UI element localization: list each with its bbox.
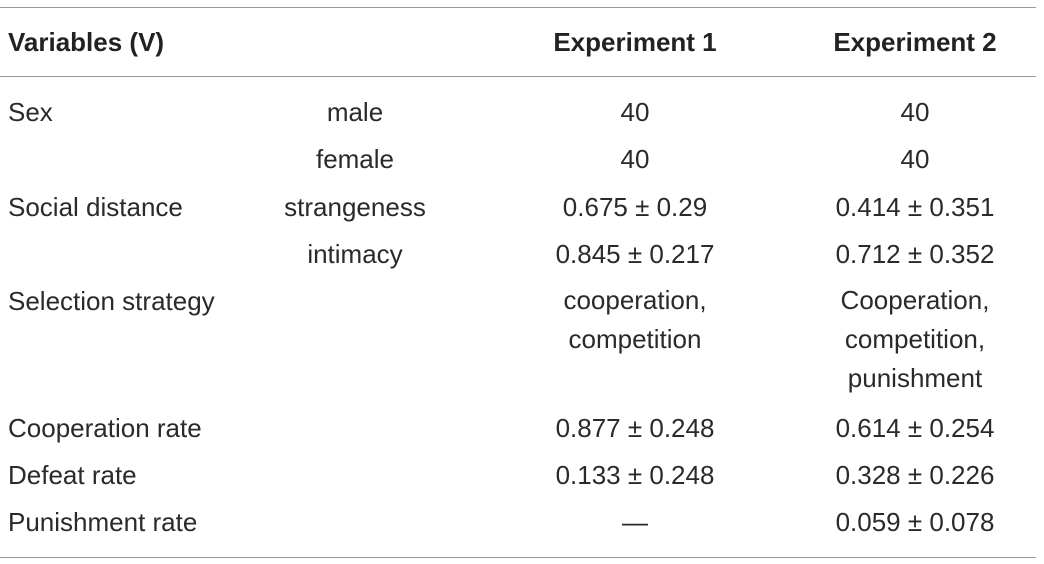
exp1-strategy-line-2: competition: [568, 324, 702, 354]
row-exp1-defeat-rate: 0.133 ± 0.248: [555, 460, 715, 490]
row-exp2-strangeness: 0.414 ± 0.351: [835, 192, 995, 222]
row-exp1-selection-strategy: cooperation, competition: [505, 281, 765, 359]
exp2-strategy-line-3: punishment: [847, 363, 983, 393]
row-exp1-strangeness: 0.675 ± 0.29: [562, 192, 708, 222]
row-exp1-punishment-rate: —: [622, 507, 648, 537]
row-exp1-female: 40: [620, 144, 650, 174]
row-level-female: female: [315, 144, 395, 174]
row-variable-defeat-rate: Defeat rate: [8, 460, 137, 490]
row-exp2-selection-strategy: Cooperation, competition, punishment: [785, 281, 1044, 398]
header-experiment-2: Experiment 2: [833, 27, 997, 57]
bottom-rule: [0, 557, 1036, 558]
header-variables: Variables (V): [8, 27, 165, 57]
exp2-strategy-line-2: competition,: [844, 324, 986, 354]
row-exp1-male: 40: [620, 97, 650, 127]
row-variable-social-distance: Social distance: [8, 192, 183, 222]
top-rule: [0, 7, 1036, 8]
row-variable-cooperation-rate: Cooperation rate: [8, 413, 202, 443]
row-exp1-intimacy: 0.845 ± 0.217: [555, 239, 715, 269]
row-level-male: male: [326, 97, 384, 127]
exp1-strategy-line-1: cooperation,: [563, 285, 707, 315]
row-exp2-cooperation-rate: 0.614 ± 0.254: [835, 413, 995, 443]
row-level-intimacy: intimacy: [307, 239, 403, 269]
row-exp2-defeat-rate: 0.328 ± 0.226: [835, 460, 995, 490]
row-variable-punishment-rate: Punishment rate: [8, 507, 198, 537]
row-exp2-intimacy: 0.712 ± 0.352: [835, 239, 995, 269]
header-experiment-1: Experiment 1: [553, 27, 717, 57]
row-level-strangeness: strangeness: [284, 192, 426, 222]
exp2-strategy-line-1: Cooperation,: [840, 285, 990, 315]
row-exp2-punishment-rate: 0.059 ± 0.078: [835, 507, 995, 537]
row-exp2-male: 40: [900, 97, 930, 127]
row-exp2-female: 40: [900, 144, 930, 174]
row-variable-sex: Sex: [8, 97, 53, 127]
header-rule: [0, 76, 1036, 77]
row-exp1-cooperation-rate: 0.877 ± 0.248: [555, 413, 715, 443]
row-variable-selection-strategy: Selection strategy: [8, 286, 215, 316]
